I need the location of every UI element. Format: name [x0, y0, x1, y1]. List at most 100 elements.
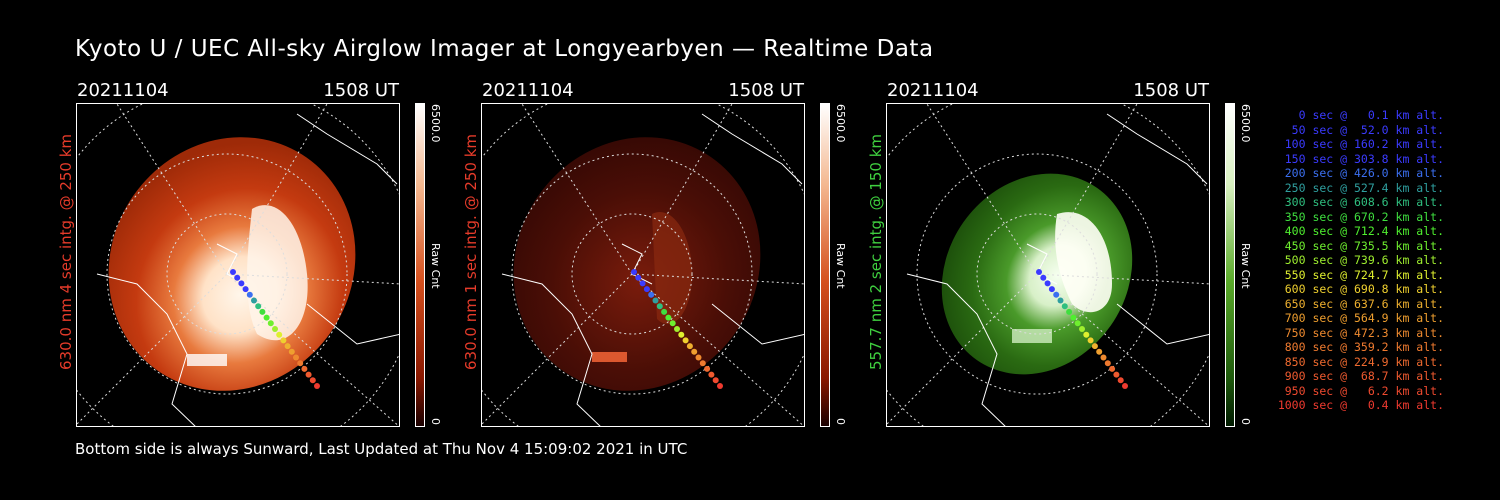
panel-1-colorbar-min: 0 — [429, 418, 442, 425]
trajectory-dot — [1113, 371, 1120, 378]
trajectory-dot — [314, 383, 320, 389]
trajectory-dot — [652, 297, 659, 304]
airglow-image-630nm-4sec — [76, 103, 400, 427]
trajectory-dot — [1100, 354, 1107, 361]
panel-3-time: 1508 UT — [1133, 80, 1209, 101]
trajectory-legend: 0 sec @ 0.1 km alt. 50 sec @ 52.0 km alt.… — [1260, 108, 1444, 413]
trajectory-dots — [631, 269, 723, 389]
panel-2-side-label: 630.0 nm 1 sec intg. @ 250 km — [462, 133, 480, 370]
panel-1-time: 1508 UT — [323, 80, 399, 101]
trajectory-dot — [631, 269, 637, 275]
trajectory-legend-row: 150 sec @ 303.8 km alt. — [1284, 151, 1444, 166]
trajectory-dot — [305, 371, 312, 378]
panel-3-date: 20211104 — [887, 80, 979, 101]
trajectory-dot — [1083, 331, 1090, 338]
trajectory-dot — [1036, 269, 1042, 275]
trajectory-dot — [635, 274, 642, 281]
trajectory-dot — [695, 354, 702, 361]
trajectory-dot — [276, 331, 283, 338]
trajectory-dot — [1048, 286, 1055, 293]
panel-1-colorbar — [415, 103, 425, 427]
trajectory-legend-row: 450 sec @ 735.5 km alt. — [1284, 238, 1444, 253]
aurora-bright-spot — [1012, 329, 1052, 343]
footer-status: Bottom side is always Sunward, Last Upda… — [75, 440, 688, 458]
trajectory-dot — [686, 343, 693, 350]
trajectory-dot — [1087, 337, 1094, 344]
trajectory-dot — [1122, 383, 1128, 389]
trajectory-dot — [1044, 280, 1051, 287]
trajectory-legend-row: 200 sec @ 426.0 km alt. — [1284, 166, 1444, 180]
airglow-image-630nm-1sec — [481, 103, 805, 427]
trajectory-legend-row: 650 sec @ 637.6 km alt. — [1284, 296, 1444, 311]
trajectory-legend-row: 550 sec @ 724.7 km alt. — [1284, 267, 1444, 282]
panel-1-svg — [77, 104, 399, 426]
coastlines — [906, 113, 1209, 426]
panel-1-colorbar-unit: Raw Cnt — [429, 243, 442, 289]
grid-lines — [482, 104, 804, 426]
panel-1-date: 20211104 — [77, 80, 169, 101]
aurora-bright-patch — [247, 205, 308, 341]
trajectory-legend-row: 500 sec @ 739.6 km alt. — [1284, 253, 1444, 267]
trajectory-dot — [678, 331, 685, 338]
aurora-bright-patch — [1055, 212, 1112, 313]
trajectory-legend-row: 350 sec @ 670.2 km alt. — [1284, 209, 1444, 224]
trajectory-legend-row: 850 sec @ 224.9 km alt. — [1284, 354, 1444, 369]
trajectory-dot — [1070, 314, 1077, 321]
trajectory-dot — [1061, 303, 1068, 310]
trajectory-dot — [656, 303, 663, 310]
trajectory-legend-row: 400 sec @ 712.4 km alt. — [1284, 224, 1444, 238]
trajectory-dot — [661, 308, 668, 315]
trajectory-dot — [284, 343, 291, 350]
trajectory-legend-row: 250 sec @ 527.4 km alt. — [1284, 180, 1444, 195]
trajectory-legend-row: 750 sec @ 472.3 km alt. — [1284, 325, 1444, 340]
panel-2-colorbar-max: 6500.0 — [834, 104, 847, 143]
trajectory-dot — [238, 280, 245, 287]
trajectory-dot — [1066, 308, 1073, 315]
panel-3-colorbar-max: 6500.0 — [1239, 104, 1252, 143]
trajectory-legend-row: 700 sec @ 564.9 km alt. — [1284, 311, 1444, 325]
trajectory-dot — [272, 326, 278, 332]
trajectory-dot — [1117, 377, 1124, 384]
trajectory-dot — [255, 303, 262, 310]
trajectory-dot — [639, 280, 646, 287]
trajectory-dot — [712, 377, 719, 384]
panel-2-colorbar-unit: Raw Cnt — [834, 243, 847, 289]
airglow-image-557nm-2sec — [886, 103, 1210, 427]
trajectory-dot — [280, 337, 287, 344]
trajectory-dot — [674, 326, 680, 332]
trajectory-dot — [301, 365, 308, 372]
trajectory-dot — [263, 314, 270, 321]
trajectory-dot — [648, 291, 655, 298]
panel-2-colorbar-min: 0 — [834, 418, 847, 425]
trajectory-dot — [293, 354, 299, 361]
trajectory-dot — [717, 383, 723, 389]
trajectory-dot — [246, 291, 253, 298]
panel-3-colorbar-unit: Raw Cnt — [1239, 243, 1252, 289]
panel-3-colorbar — [1225, 103, 1235, 427]
trajectory-legend-row: 100 sec @ 160.2 km alt. — [1284, 137, 1444, 151]
coastlines — [96, 113, 399, 426]
trajectory-dot — [230, 269, 236, 275]
airglow-disc — [108, 137, 356, 391]
trajectory-dot — [251, 297, 257, 304]
trajectory-dot — [704, 365, 711, 372]
trajectory-legend-row: 900 sec @ 68.7 km alt. — [1284, 369, 1444, 383]
page-title: Kyoto U / UEC All-sky Airglow Imager at … — [75, 36, 934, 62]
trajectory-dot — [643, 286, 650, 293]
trajectory-dot — [1104, 360, 1111, 367]
panel-2-date: 20211104 — [482, 80, 574, 101]
grid-lines — [77, 104, 399, 426]
aurora-bright-spot — [187, 354, 227, 366]
trajectory-dot — [267, 320, 274, 327]
coastlines — [501, 113, 804, 426]
trajectory-dot — [234, 274, 241, 281]
trajectory-dot — [1109, 365, 1116, 372]
trajectory-dot — [1040, 274, 1047, 281]
trajectory-dot — [297, 360, 304, 367]
grid-lines — [887, 104, 1209, 426]
trajectory-legend-row: 300 sec @ 608.6 km alt. — [1284, 195, 1444, 209]
trajectory-dot — [259, 308, 266, 315]
panel-2-colorbar — [820, 103, 830, 427]
trajectory-dot — [682, 337, 689, 344]
trajectory-dot — [1079, 326, 1085, 332]
